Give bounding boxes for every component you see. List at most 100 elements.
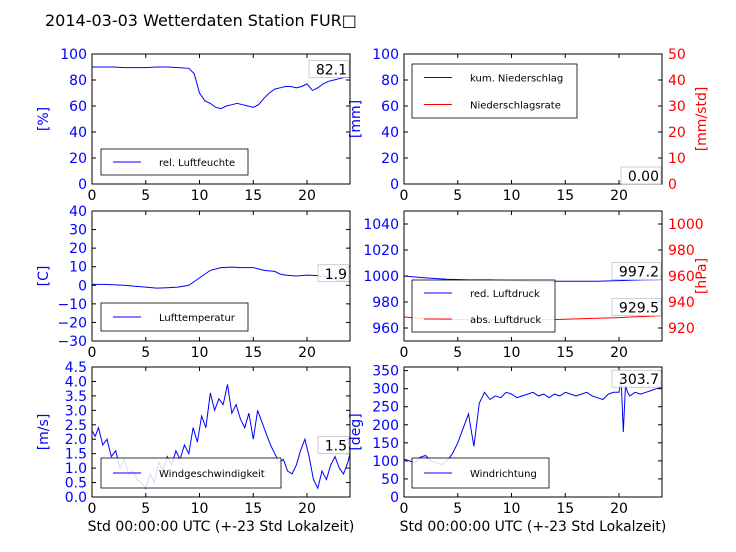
- figure-title: 2014-03-03 Wetterdaten Station FUR□: [45, 11, 357, 30]
- series-line-wind_direction-0: [404, 377, 662, 466]
- plot-frame: [403, 366, 663, 498]
- x-tick-label: 20: [298, 188, 316, 204]
- y-tick-label: 100: [60, 47, 87, 63]
- y-tick-label: 20: [381, 151, 399, 167]
- y2-tick-label: 20: [668, 125, 686, 141]
- plot-frame: [403, 53, 663, 185]
- y-tick-label: 2.5: [65, 418, 87, 434]
- x-tick-label: 15: [556, 501, 574, 517]
- chart-humidity: 0 5 10 15 20 0 20 40 60 80 100 [%] 82.1 rel. Luftfeuc…: [36, 47, 351, 204]
- legend-entry: rel. Luftfeuchte: [159, 158, 235, 169]
- value-annotation: 82.1: [316, 62, 347, 78]
- x-tick-label: 15: [244, 345, 262, 361]
- y2-tick-label: 10: [668, 151, 686, 167]
- value-annotation: 929.5: [619, 301, 659, 317]
- y-tick-label: 40: [381, 125, 399, 141]
- chart-precipitation: 0 5 10 15 20 0 20 40 60 80 100 0 10 20 30 40 50 [mm] [mm/s…: [348, 47, 710, 204]
- y-tick-label: 250: [372, 400, 399, 416]
- value-annotation-box: [620, 166, 662, 185]
- y2-axis-label: [hPa]: [694, 258, 710, 294]
- y2-tick-label: 1000: [668, 217, 704, 233]
- x-tick-label: 0: [400, 188, 409, 204]
- x-tick-label: 10: [191, 345, 209, 361]
- y-tick-label: 200: [372, 418, 399, 434]
- y-tick-label: 40: [69, 204, 87, 220]
- x-tick-label: 20: [298, 345, 316, 361]
- y-tick-label: 50: [381, 472, 399, 488]
- y2-tick-label: 980: [668, 243, 695, 259]
- x-axis-label: Std 00:00:00 UTC (+-23 Std Lokalzeit): [400, 519, 667, 535]
- y-tick-label: 300: [372, 382, 399, 398]
- y-tick-label: 0: [390, 177, 399, 193]
- x-tick-label: 10: [191, 501, 209, 517]
- x-tick-label: 0: [88, 501, 97, 517]
- y-tick-label: 980: [372, 295, 399, 311]
- y-axis-label: [%]: [36, 107, 52, 131]
- x-tick-label: 0: [88, 345, 97, 361]
- value-annotation: 1.9: [325, 267, 347, 283]
- legend-box: [100, 148, 249, 176]
- legend-box: [411, 279, 556, 333]
- y2-tick-label: 940: [668, 295, 695, 311]
- y2-axis-label: [mm/std]: [694, 87, 710, 152]
- x-tick-label: 0: [400, 501, 409, 517]
- x-tick-label: 10: [191, 188, 209, 204]
- y-tick-label: 2.0: [65, 432, 87, 448]
- y-tick-label: 60: [381, 99, 399, 115]
- x-tick-label: 20: [298, 501, 316, 517]
- y-tick-label: 0.0: [65, 490, 87, 506]
- legend-entry: Windrichtung: [470, 469, 537, 480]
- y-tick-label: 4.0: [65, 374, 87, 390]
- y2-tick-label: 30: [668, 99, 686, 115]
- x-tick-label: 5: [141, 345, 150, 361]
- x-tick-label: 0: [88, 188, 97, 204]
- y-tick-label: 960: [372, 321, 399, 337]
- x-tick-label: 20: [610, 345, 628, 361]
- x-tick-label: 20: [610, 501, 628, 517]
- x-tick-label: 5: [141, 501, 150, 517]
- x-axis-label: Std 00:00:00 UTC (+-23 Std Lokalzeit): [88, 519, 355, 535]
- y-tick-label: 1020: [363, 243, 399, 259]
- y-tick-label: −10: [57, 297, 87, 313]
- y-tick-label: 3.0: [65, 403, 87, 419]
- y-tick-label: 40: [69, 125, 87, 141]
- y-tick-label: 1000: [363, 269, 399, 285]
- plot-frame: [91, 210, 351, 342]
- value-annotation-box: [317, 264, 350, 283]
- x-tick-label: 10: [503, 345, 521, 361]
- legend-entry: red. Luftdruck: [470, 289, 540, 300]
- y-tick-label: −30: [57, 334, 87, 350]
- y-tick-label: 0: [78, 177, 87, 193]
- legend-entry: Lufttemperatur: [159, 313, 236, 324]
- x-tick-label: 20: [610, 188, 628, 204]
- y-tick-label: 0: [78, 278, 87, 294]
- y-tick-label: 80: [381, 73, 399, 89]
- y2-tick-label: 40: [668, 73, 686, 89]
- x-tick-label: 10: [503, 501, 521, 517]
- x-tick-label: 15: [556, 188, 574, 204]
- x-tick-label: 15: [556, 345, 574, 361]
- plot-frame: [91, 366, 351, 498]
- chart-wind_speed: 0 5 10 15 200.00.51.01.52.02.53.03.54.04.5[m…: [36, 360, 354, 535]
- y-tick-label: 20: [69, 151, 87, 167]
- y-axis-label: [mm]: [348, 100, 364, 138]
- legend-entry: Niederschlagsrate: [470, 101, 561, 112]
- legend-entry: kum. Niederschlag: [470, 74, 563, 85]
- plot-frame: [91, 53, 351, 185]
- y-tick-label: 3.5: [65, 389, 87, 405]
- legend-entry: abs. Luftdruck: [470, 315, 541, 326]
- value-annotation-box: [317, 436, 350, 455]
- y-tick-label: 20: [69, 241, 87, 257]
- legend-entry: Windgeschwindigkeit: [159, 469, 265, 480]
- y-axis-label: [C]: [36, 266, 52, 287]
- value-annotation-box: [611, 298, 662, 316]
- value-annotation-box: [308, 60, 350, 78]
- y2-tick-label: 920: [668, 321, 695, 337]
- x-tick-label: 5: [453, 345, 462, 361]
- y-tick-label: 0.5: [65, 476, 87, 492]
- y-axis-label: [deg]: [348, 413, 364, 450]
- y-tick-label: 4.5: [65, 360, 87, 376]
- y-tick-label: 30: [69, 223, 87, 239]
